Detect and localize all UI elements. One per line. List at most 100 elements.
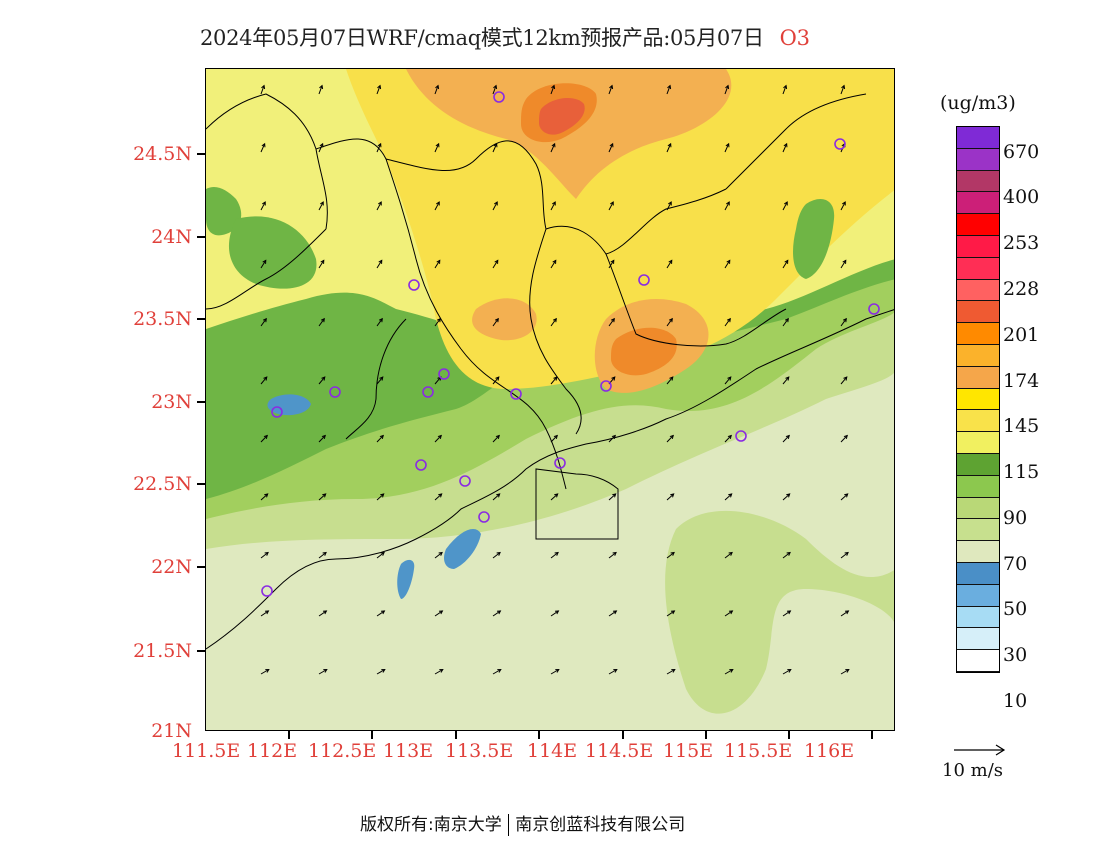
wind-arrow [666,376,674,385]
legend-swatch [957,497,999,520]
legend-swatch [957,475,999,498]
wind-arrow-head [609,142,614,148]
wind-arrow [840,493,849,501]
wind-arrow-head [783,84,788,90]
wind-arrow [318,376,326,385]
wind-arrow-head [613,668,618,673]
wind-arrow [608,318,615,327]
wind-arrow-head [727,376,732,381]
wind-arrow [782,552,791,559]
wind-arrow-head [784,259,789,264]
legend-swatch [957,257,999,280]
wind-arrow-head [842,259,847,264]
wind-arrow-head [436,259,441,264]
wind-arrow [550,552,559,559]
wind-arrow [666,143,672,153]
wind-arrow-grid [260,84,850,675]
lon-tick [455,731,457,739]
legend-label: 400 [1003,186,1040,208]
wind-arrow-head [728,551,733,556]
wind-arrow [260,493,269,501]
wind-arrow [840,318,847,327]
wind-arrow [434,201,440,211]
station-marker [868,303,880,315]
wind-arrow [492,552,501,559]
legend-label: 50 [1003,598,1028,620]
copyright-company: 南京创蓝科技有限公司 [515,815,686,835]
lon-label: 113E [383,740,434,762]
wind-arrow [260,85,265,95]
legend-swatch [957,344,999,367]
wind-arrow [608,493,617,501]
wind-arrow-head [729,668,734,673]
wind-arrow-head [320,259,325,264]
wind-arrow [434,143,440,153]
legend-swatch [957,453,999,476]
wind-arrow-head [553,434,558,440]
wind-arrow [260,376,268,385]
station-marker [735,430,747,442]
wind-arrow [318,260,325,269]
wind-arrow [608,435,616,443]
wind-arrow-head [494,201,498,206]
pollutant-label: O3 [779,26,810,50]
wind-arrow-head [380,551,385,556]
lon-tick [288,731,290,739]
wind-arrow [260,143,266,153]
wind-arrow [434,318,441,327]
wind-arrow-head [497,668,502,673]
wind-arrow-head [377,142,382,148]
wind-arrow [376,552,385,559]
wind-arrow [434,610,443,617]
wind-arrow-head [323,668,328,673]
wind-arrow-head [728,493,733,498]
wind-arrow [492,143,498,153]
wind-arrow-head [493,142,498,148]
wind-reference-label: 10 m/s [942,760,1003,781]
legend-label: 70 [1003,553,1028,575]
wind-arrow [666,318,673,327]
wind-arrow-head [612,551,617,556]
wind-arrow-head [668,259,673,264]
province-boundary [545,188,727,255]
wind-arrow [434,435,442,443]
wind-arrow-head [843,434,848,440]
wind-arrow [724,493,733,501]
region-outline [535,468,619,540]
wind-arrow-head [726,201,730,206]
legend-swatch [957,584,999,607]
wind-arrow-head [262,201,266,206]
wind-arrow [782,435,790,443]
wind-arrow-head [727,434,732,440]
legend-label: 253 [1003,232,1040,254]
wind-arrow-head [437,434,442,440]
wind-arrow-head [264,610,270,615]
wind-arrow [608,201,614,211]
wind-arrow [492,318,499,327]
wind-arrow-head [494,317,499,323]
wind-arrow [492,85,497,95]
wind-arrow-head [379,376,384,381]
legend-swatch [957,432,999,454]
wind-arrow-head [843,376,848,381]
wind-arrow-head [669,376,674,381]
wind-arrow-head [787,668,792,673]
wind-arrow [666,85,671,95]
wind-arrow [492,376,500,385]
wind-arrow [666,201,672,211]
wind-arrow [724,260,731,269]
wind-arrow-head [784,201,788,206]
lat-label: 21.5N [133,640,192,662]
wind-arrow [840,669,850,675]
wind-arrow [376,435,384,443]
wind-arrow [782,669,792,675]
wind-arrow [666,610,675,617]
wind-arrow-head [438,551,443,556]
wind-arrow [376,143,382,153]
wind-arrow-head [842,201,846,206]
wind-arrow-head [842,317,847,323]
station-marker [600,380,612,392]
wind-arrow-head [669,434,674,440]
map-title: 2024年05月07日WRF/cmaq模式12km预报产品:05月07日 O3 [200,22,810,52]
wind-arrow-head [552,259,557,264]
